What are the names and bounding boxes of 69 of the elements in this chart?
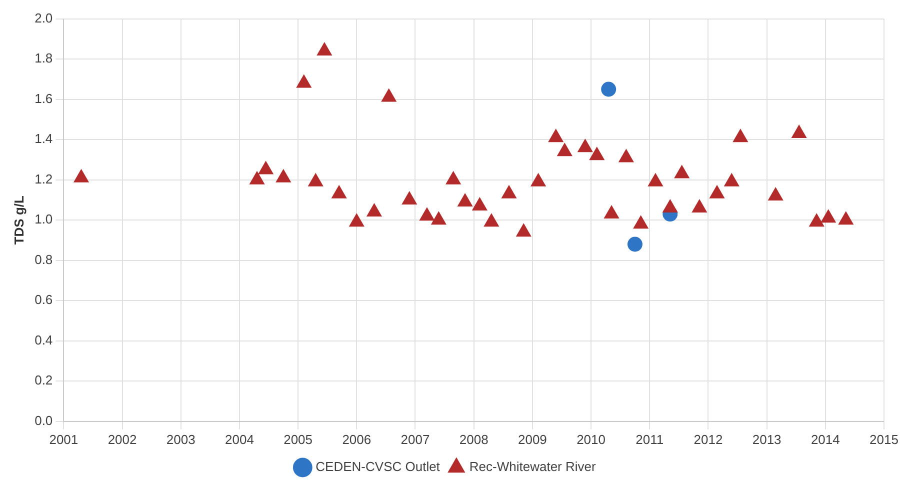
point bbox=[648, 173, 663, 186]
x-tick-label: 2010 bbox=[576, 432, 606, 447]
y-tick-label: 1.6 bbox=[34, 90, 53, 106]
point bbox=[276, 169, 291, 182]
point bbox=[258, 161, 274, 174]
y-tick-label: 1.0 bbox=[34, 212, 53, 227]
y-tick-label: 0.6 bbox=[34, 292, 53, 308]
point bbox=[633, 216, 648, 229]
point bbox=[692, 200, 707, 213]
x-tick-label: 2001 bbox=[49, 432, 78, 447]
point bbox=[589, 147, 604, 160]
y-tick-label: 0.2 bbox=[34, 372, 53, 388]
x-tick-label: 2002 bbox=[108, 432, 137, 447]
point bbox=[296, 74, 312, 88]
point bbox=[366, 204, 382, 217]
point bbox=[402, 191, 417, 204]
x-tick-label: 2003 bbox=[166, 432, 196, 447]
y-axis-title: TDS g/L bbox=[11, 195, 26, 245]
point bbox=[458, 193, 472, 206]
x-tick-label: 2011 bbox=[636, 432, 664, 447]
point bbox=[431, 212, 446, 225]
point bbox=[604, 206, 619, 219]
point bbox=[381, 88, 396, 102]
point bbox=[838, 212, 854, 225]
point bbox=[502, 185, 516, 198]
x-tick-label: 2007 bbox=[400, 432, 430, 447]
x-tick-label: 2006 bbox=[342, 432, 372, 447]
point bbox=[332, 185, 346, 198]
y-tick-label: 1.4 bbox=[34, 131, 53, 146]
x-tick-label: 2013 bbox=[752, 432, 782, 447]
point bbox=[820, 210, 836, 223]
legend-label: CEDEN-CVSC Outlet bbox=[316, 459, 440, 474]
x-tick-label: 2014 bbox=[810, 432, 840, 447]
y-tick-label: 1.2 bbox=[34, 171, 53, 186]
y-tick-label: 0.0 bbox=[34, 412, 53, 428]
point bbox=[472, 198, 488, 211]
point bbox=[768, 187, 784, 200]
x-tick-label: 2005 bbox=[284, 432, 313, 447]
legend-label: Rec-Whitewater River bbox=[469, 459, 596, 474]
point bbox=[578, 139, 593, 152]
point bbox=[516, 224, 532, 237]
point bbox=[349, 214, 364, 227]
point bbox=[733, 129, 748, 142]
y-tick-label: 1.8 bbox=[34, 50, 53, 66]
x-tick-label: 2004 bbox=[224, 432, 254, 447]
point bbox=[446, 171, 461, 184]
x-tick-label: 2015 bbox=[870, 432, 898, 447]
x-tick-label: 2012 bbox=[694, 432, 723, 447]
point bbox=[710, 185, 724, 198]
point bbox=[530, 173, 546, 186]
y-tick-label: 0.8 bbox=[34, 252, 53, 267]
point bbox=[618, 149, 634, 162]
point bbox=[316, 42, 332, 56]
point bbox=[420, 208, 434, 221]
x-tick-label: 2009 bbox=[518, 432, 547, 447]
point bbox=[548, 129, 564, 142]
y-tick-label: 0.4 bbox=[34, 332, 53, 348]
point bbox=[484, 214, 499, 227]
point bbox=[724, 173, 740, 186]
point bbox=[662, 200, 678, 213]
point bbox=[308, 173, 324, 186]
point bbox=[674, 165, 690, 178]
point bbox=[809, 214, 824, 227]
point bbox=[74, 169, 89, 182]
y-tick-label: 2.0 bbox=[34, 10, 53, 26]
point bbox=[792, 125, 806, 138]
x-tick-label: 2008 bbox=[459, 432, 488, 447]
point bbox=[557, 143, 572, 156]
point bbox=[250, 171, 264, 184]
